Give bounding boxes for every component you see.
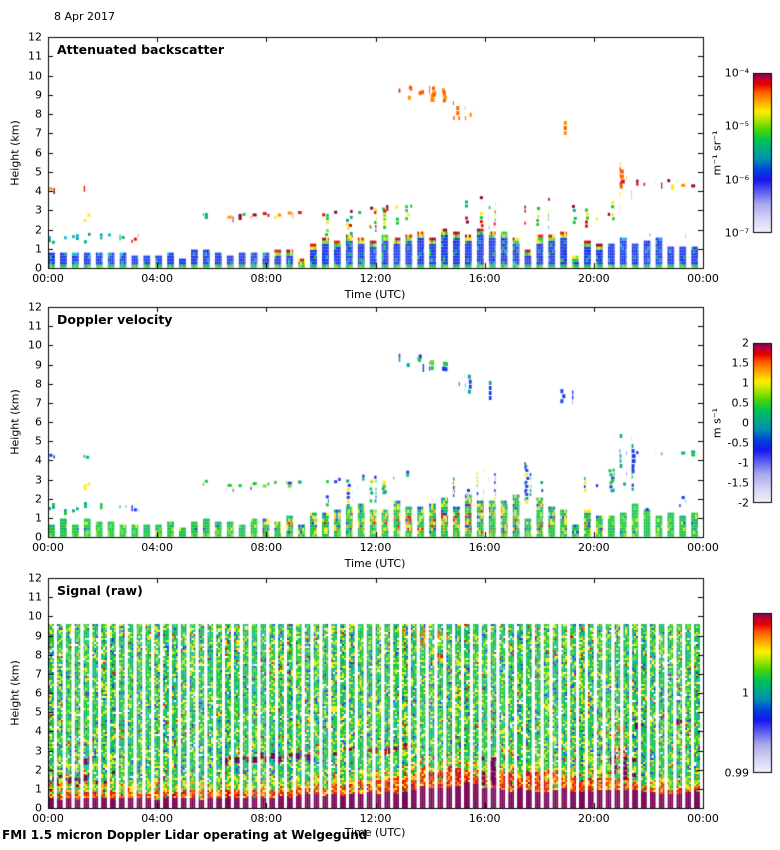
y-tick-label: 5 xyxy=(35,165,42,179)
x-tick-label: 00:00 xyxy=(687,272,719,285)
y-tick-label: 7 xyxy=(35,126,42,140)
colorbar-tick-label: 2 xyxy=(742,336,749,350)
y-tick-label: 7 xyxy=(35,396,42,410)
x-tick-label: 08:00 xyxy=(250,541,283,554)
x-tick-label: 20:00 xyxy=(577,812,610,825)
colorbar-tick-label: 1.5 xyxy=(731,356,750,370)
colorbar-tick-label: 1 xyxy=(742,376,749,390)
y-tick-label: 6 xyxy=(35,686,42,700)
y-tick-label: 4 xyxy=(35,724,42,738)
x-tick-label: 00:00 xyxy=(32,812,64,825)
x-tick-label: 16:00 xyxy=(468,272,501,285)
x-tick-label: 00:00 xyxy=(687,541,719,554)
panel1-ylabel: Height (km) xyxy=(8,120,22,186)
y-tick-label: 3 xyxy=(35,744,42,757)
x-tick-label: 00:00 xyxy=(32,541,64,554)
y-tick-label: 1 xyxy=(35,511,42,525)
x-tick-label: 16:00 xyxy=(468,541,501,554)
y-tick-label: 2 xyxy=(35,763,42,777)
colorbar-tick-label: 0 xyxy=(742,416,749,430)
x-tick-label: 00:00 xyxy=(687,812,719,825)
colorbar-tick-label: 1 xyxy=(742,686,749,700)
y-tick-label: 9 xyxy=(35,358,42,371)
colorbar-tick-label: 10⁻⁶ xyxy=(724,173,749,187)
x-tick-label: 04:00 xyxy=(141,812,174,825)
y-tick-label: 3 xyxy=(35,203,42,217)
x-tick-label: 04:00 xyxy=(141,272,174,285)
panel2-xlabel: Time (UTC) xyxy=(344,557,406,570)
y-tick-label: 3 xyxy=(35,473,42,486)
y-tick-label: 12 xyxy=(28,571,42,585)
footer-caption: FMI 1.5 micron Doppler Lidar operating a… xyxy=(2,828,368,842)
y-tick-label: 11 xyxy=(28,49,42,63)
x-tick-label: 16:00 xyxy=(468,812,501,825)
y-tick-label: 11 xyxy=(28,319,42,333)
y-tick-label: 9 xyxy=(35,629,42,642)
x-tick-label: 08:00 xyxy=(250,812,283,825)
panel1-xlabel: Time (UTC) xyxy=(344,288,406,301)
panel1-title: Attenuated backscatter xyxy=(57,42,225,57)
colorbar-tick-label: -1.5 xyxy=(727,476,749,490)
y-tick-label: 8 xyxy=(35,377,42,391)
y-tick-label: 11 xyxy=(28,590,42,604)
y-tick-label: 5 xyxy=(35,434,42,448)
colorbar2-unit-label: m s⁻¹ xyxy=(710,407,724,439)
x-tick-label: 12:00 xyxy=(359,812,392,825)
y-tick-label: 6 xyxy=(35,146,42,159)
y-tick-label: 2 xyxy=(35,223,42,236)
y-tick-label: 12 xyxy=(28,30,42,44)
colorbar-tick-label: 10⁻⁴ xyxy=(724,66,749,80)
y-tick-label: 10 xyxy=(28,69,42,82)
colorbar-tick-label: 0.5 xyxy=(731,396,750,410)
y-tick-label: 1 xyxy=(35,242,42,256)
y-tick-label: 4 xyxy=(35,453,42,467)
x-tick-label: 20:00 xyxy=(577,272,610,285)
y-tick-label: 1 xyxy=(35,782,42,796)
colorbar-tick-label: 10⁻⁷ xyxy=(724,226,749,240)
y-tick-label: 0 xyxy=(35,261,42,275)
colorbar-tick-label: -2 xyxy=(738,496,749,510)
colorbar-tick-label: 10⁻⁵ xyxy=(724,119,749,133)
panel3-title: Signal (raw) xyxy=(57,583,143,598)
y-tick-label: 0 xyxy=(35,530,42,544)
y-tick-label: 12 xyxy=(28,300,42,314)
x-tick-label: 12:00 xyxy=(359,272,392,285)
panel2-ylabel: Height (km) xyxy=(8,389,22,455)
colorbar-tick-label: 0.99 xyxy=(724,766,750,780)
y-tick-label: 2 xyxy=(35,492,42,506)
x-tick-label: 00:00 xyxy=(32,272,64,285)
x-tick-label: 20:00 xyxy=(577,541,610,554)
y-tick-label: 8 xyxy=(35,648,42,662)
y-tick-label: 4 xyxy=(35,184,42,198)
y-tick-label: 5 xyxy=(35,705,42,719)
panel3-ylabel: Height (km) xyxy=(8,660,22,726)
colorbar-tick-label: -0.5 xyxy=(727,436,749,450)
panel3-xlabel: Time (UTC) xyxy=(344,826,406,839)
y-tick-label: 10 xyxy=(28,609,42,623)
y-tick-label: 0 xyxy=(35,801,42,815)
y-tick-label: 7 xyxy=(35,667,42,681)
x-tick-label: 04:00 xyxy=(141,541,174,554)
y-tick-label: 6 xyxy=(35,415,42,429)
colorbar-tick-label: -1 xyxy=(738,456,749,470)
x-tick-label: 12:00 xyxy=(359,541,392,554)
panel2-title: Doppler velocity xyxy=(57,312,173,327)
y-tick-label: 9 xyxy=(35,88,42,102)
y-tick-label: 8 xyxy=(35,107,42,121)
colorbar1-unit-label: m⁻¹ sr⁻¹ xyxy=(710,130,724,176)
date-label: 8 Apr 2017 xyxy=(54,10,116,23)
x-tick-label: 08:00 xyxy=(250,272,283,285)
y-tick-label: 10 xyxy=(28,338,42,352)
